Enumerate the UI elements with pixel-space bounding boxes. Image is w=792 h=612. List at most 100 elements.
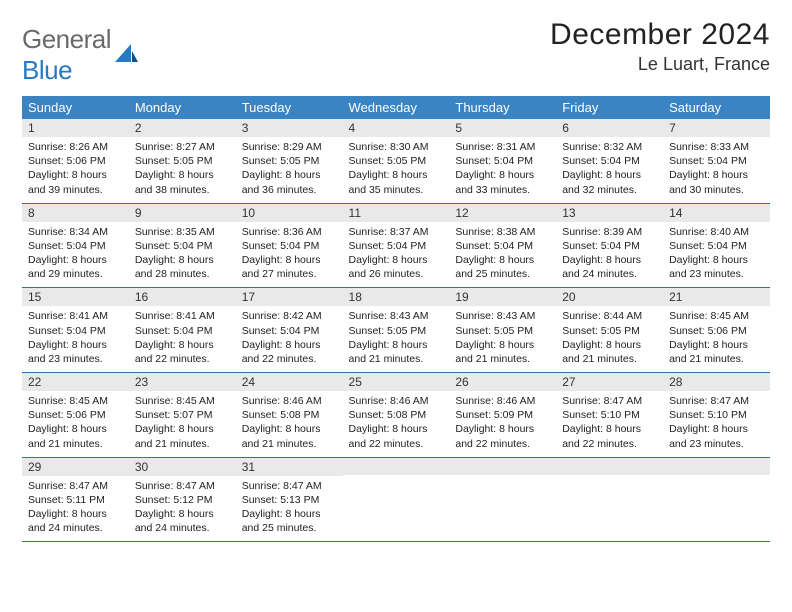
daylight-text-1: Daylight: 8 hours xyxy=(669,168,764,182)
daylight-text-1: Daylight: 8 hours xyxy=(28,338,123,352)
daylight-text-1: Daylight: 8 hours xyxy=(242,422,337,436)
day-number: 17 xyxy=(236,288,343,306)
sunset-text: Sunset: 5:04 PM xyxy=(28,324,123,338)
sunset-text: Sunset: 5:04 PM xyxy=(349,239,444,253)
day-body: Sunrise: 8:45 AMSunset: 5:07 PMDaylight:… xyxy=(129,391,236,457)
day-number: 21 xyxy=(663,288,770,306)
day-cell: 21Sunrise: 8:45 AMSunset: 5:06 PMDayligh… xyxy=(663,288,770,373)
sunrise-text: Sunrise: 8:42 AM xyxy=(242,309,337,323)
weekday-header: Wednesday xyxy=(343,96,450,119)
day-number: 16 xyxy=(129,288,236,306)
location: Le Luart, France xyxy=(550,54,770,75)
day-number: 15 xyxy=(22,288,129,306)
day-body: Sunrise: 8:41 AMSunset: 5:04 PMDaylight:… xyxy=(129,306,236,372)
day-body: Sunrise: 8:34 AMSunset: 5:04 PMDaylight:… xyxy=(22,222,129,288)
daylight-text-2: and 23 minutes. xyxy=(669,267,764,281)
day-body: Sunrise: 8:30 AMSunset: 5:05 PMDaylight:… xyxy=(343,137,450,203)
day-body: Sunrise: 8:47 AMSunset: 5:10 PMDaylight:… xyxy=(556,391,663,457)
daylight-text-2: and 22 minutes. xyxy=(135,352,230,366)
sunset-text: Sunset: 5:05 PM xyxy=(455,324,550,338)
weekday-header: Saturday xyxy=(663,96,770,119)
sunset-text: Sunset: 5:06 PM xyxy=(669,324,764,338)
daylight-text-2: and 22 minutes. xyxy=(349,437,444,451)
day-number: 25 xyxy=(343,373,450,391)
sunset-text: Sunset: 5:05 PM xyxy=(135,154,230,168)
day-body xyxy=(556,475,663,525)
daylight-text-2: and 23 minutes. xyxy=(669,437,764,451)
day-body: Sunrise: 8:47 AMSunset: 5:12 PMDaylight:… xyxy=(129,476,236,542)
day-number: 28 xyxy=(663,373,770,391)
sunrise-text: Sunrise: 8:45 AM xyxy=(135,394,230,408)
sunset-text: Sunset: 5:08 PM xyxy=(242,408,337,422)
daylight-text-1: Daylight: 8 hours xyxy=(669,422,764,436)
daylight-text-2: and 21 minutes. xyxy=(242,437,337,451)
daylight-text-1: Daylight: 8 hours xyxy=(135,422,230,436)
day-cell: 28Sunrise: 8:47 AMSunset: 5:10 PMDayligh… xyxy=(663,373,770,458)
day-number: 11 xyxy=(343,204,450,222)
day-number-bar xyxy=(343,458,450,475)
sunset-text: Sunset: 5:04 PM xyxy=(135,239,230,253)
day-cell: 18Sunrise: 8:43 AMSunset: 5:05 PMDayligh… xyxy=(343,288,450,373)
daylight-text-1: Daylight: 8 hours xyxy=(455,338,550,352)
logo-sail-icon xyxy=(113,42,139,69)
day-cell: 17Sunrise: 8:42 AMSunset: 5:04 PMDayligh… xyxy=(236,288,343,373)
daylight-text-1: Daylight: 8 hours xyxy=(562,338,657,352)
day-number: 1 xyxy=(22,119,129,137)
daylight-text-1: Daylight: 8 hours xyxy=(349,253,444,267)
day-cell xyxy=(343,457,450,542)
day-cell: 5Sunrise: 8:31 AMSunset: 5:04 PMDaylight… xyxy=(449,119,556,203)
day-cell: 29Sunrise: 8:47 AMSunset: 5:11 PMDayligh… xyxy=(22,457,129,542)
day-number-bar xyxy=(663,458,770,475)
daylight-text-1: Daylight: 8 hours xyxy=(455,253,550,267)
daylight-text-1: Daylight: 8 hours xyxy=(562,253,657,267)
daylight-text-1: Daylight: 8 hours xyxy=(135,507,230,521)
day-cell: 6Sunrise: 8:32 AMSunset: 5:04 PMDaylight… xyxy=(556,119,663,203)
day-body: Sunrise: 8:33 AMSunset: 5:04 PMDaylight:… xyxy=(663,137,770,203)
day-cell: 15Sunrise: 8:41 AMSunset: 5:04 PMDayligh… xyxy=(22,288,129,373)
day-body: Sunrise: 8:43 AMSunset: 5:05 PMDaylight:… xyxy=(449,306,556,372)
daylight-text-1: Daylight: 8 hours xyxy=(28,168,123,182)
daylight-text-2: and 36 minutes. xyxy=(242,183,337,197)
sunset-text: Sunset: 5:04 PM xyxy=(242,239,337,253)
day-number: 31 xyxy=(236,458,343,476)
day-number: 13 xyxy=(556,204,663,222)
sunset-text: Sunset: 5:05 PM xyxy=(349,154,444,168)
sunrise-text: Sunrise: 8:40 AM xyxy=(669,225,764,239)
daylight-text-1: Daylight: 8 hours xyxy=(28,253,123,267)
day-number: 29 xyxy=(22,458,129,476)
sunset-text: Sunset: 5:10 PM xyxy=(562,408,657,422)
sunset-text: Sunset: 5:04 PM xyxy=(455,154,550,168)
daylight-text-1: Daylight: 8 hours xyxy=(455,422,550,436)
day-number: 7 xyxy=(663,119,770,137)
sunset-text: Sunset: 5:04 PM xyxy=(242,324,337,338)
day-number: 18 xyxy=(343,288,450,306)
sunrise-text: Sunrise: 8:35 AM xyxy=(135,225,230,239)
sunrise-text: Sunrise: 8:33 AM xyxy=(669,140,764,154)
day-cell: 8Sunrise: 8:34 AMSunset: 5:04 PMDaylight… xyxy=(22,203,129,288)
daylight-text-2: and 35 minutes. xyxy=(349,183,444,197)
week-row: 1Sunrise: 8:26 AMSunset: 5:06 PMDaylight… xyxy=(22,119,770,203)
day-cell: 12Sunrise: 8:38 AMSunset: 5:04 PMDayligh… xyxy=(449,203,556,288)
daylight-text-2: and 27 minutes. xyxy=(242,267,337,281)
daylight-text-1: Daylight: 8 hours xyxy=(349,338,444,352)
sunrise-text: Sunrise: 8:27 AM xyxy=(135,140,230,154)
sunrise-text: Sunrise: 8:47 AM xyxy=(562,394,657,408)
sunset-text: Sunset: 5:09 PM xyxy=(455,408,550,422)
sunrise-text: Sunrise: 8:29 AM xyxy=(242,140,337,154)
day-number: 30 xyxy=(129,458,236,476)
day-number: 20 xyxy=(556,288,663,306)
day-cell: 14Sunrise: 8:40 AMSunset: 5:04 PMDayligh… xyxy=(663,203,770,288)
sunset-text: Sunset: 5:11 PM xyxy=(28,493,123,507)
sunrise-text: Sunrise: 8:43 AM xyxy=(349,309,444,323)
daylight-text-2: and 21 minutes. xyxy=(28,437,123,451)
day-number: 4 xyxy=(343,119,450,137)
sunset-text: Sunset: 5:08 PM xyxy=(349,408,444,422)
daylight-text-1: Daylight: 8 hours xyxy=(135,168,230,182)
day-number: 26 xyxy=(449,373,556,391)
weekday-header: Tuesday xyxy=(236,96,343,119)
day-cell: 16Sunrise: 8:41 AMSunset: 5:04 PMDayligh… xyxy=(129,288,236,373)
day-number: 27 xyxy=(556,373,663,391)
daylight-text-1: Daylight: 8 hours xyxy=(28,507,123,521)
day-cell: 2Sunrise: 8:27 AMSunset: 5:05 PMDaylight… xyxy=(129,119,236,203)
day-body: Sunrise: 8:45 AMSunset: 5:06 PMDaylight:… xyxy=(663,306,770,372)
